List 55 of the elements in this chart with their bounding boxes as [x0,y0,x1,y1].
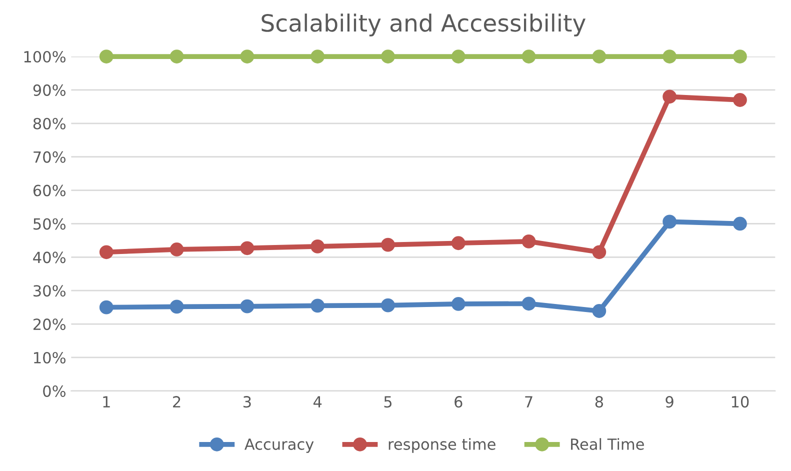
y-tick-label: 80% [33,118,66,130]
chart-title: Scalability and Accessibility [262,14,586,36]
point [381,238,395,252]
point [240,299,254,314]
legend-label: response time [388,438,496,453]
x-tick-label: 10 [732,396,749,408]
point [99,50,114,64]
y-tick-label: 90% [33,84,66,96]
point [733,50,747,64]
point [451,50,466,64]
y-tick-label: 50% [34,218,66,230]
x-tick-label: 3 [243,396,251,408]
point [662,50,677,64]
point [592,304,606,318]
point [310,240,325,254]
point [381,50,395,64]
x-tick-label: 5 [384,396,392,408]
x-tick-label: 4 [313,396,322,408]
legend-label: Accuracy [244,438,314,453]
point [170,242,184,256]
point [662,214,677,229]
point [240,241,254,256]
y-tick-label: 70% [34,151,66,163]
point [592,50,606,64]
y-tick-label: 60% [33,184,66,196]
x-tick-label: 8 [595,396,603,408]
point [451,297,466,311]
y-tick-label: 100% [24,50,66,63]
point [592,245,606,260]
point [310,298,325,313]
x-tick-label: 2 [173,396,180,408]
point [99,300,114,314]
point [170,300,184,314]
point [522,50,536,64]
y-tick-label: 20% [33,318,66,330]
y-tick-label: 10% [34,352,66,364]
x-tick-label: 7 [525,396,532,408]
point [662,90,677,104]
legend-label: Real Time [571,438,644,450]
point [170,50,184,64]
point [240,50,254,64]
point [733,93,747,107]
point [310,50,325,64]
y-tick-label: 0% [43,385,66,397]
x-tick-label: 1 [103,396,110,408]
point [522,234,536,248]
y-tick-label: 30% [34,285,66,297]
x-tick-label: 6 [454,396,462,408]
y-tick-label: 40% [33,252,66,264]
point [99,245,114,260]
x-tick-label: 9 [666,396,674,408]
point [522,296,536,311]
point [381,298,395,312]
point [733,216,747,231]
point [451,236,466,250]
